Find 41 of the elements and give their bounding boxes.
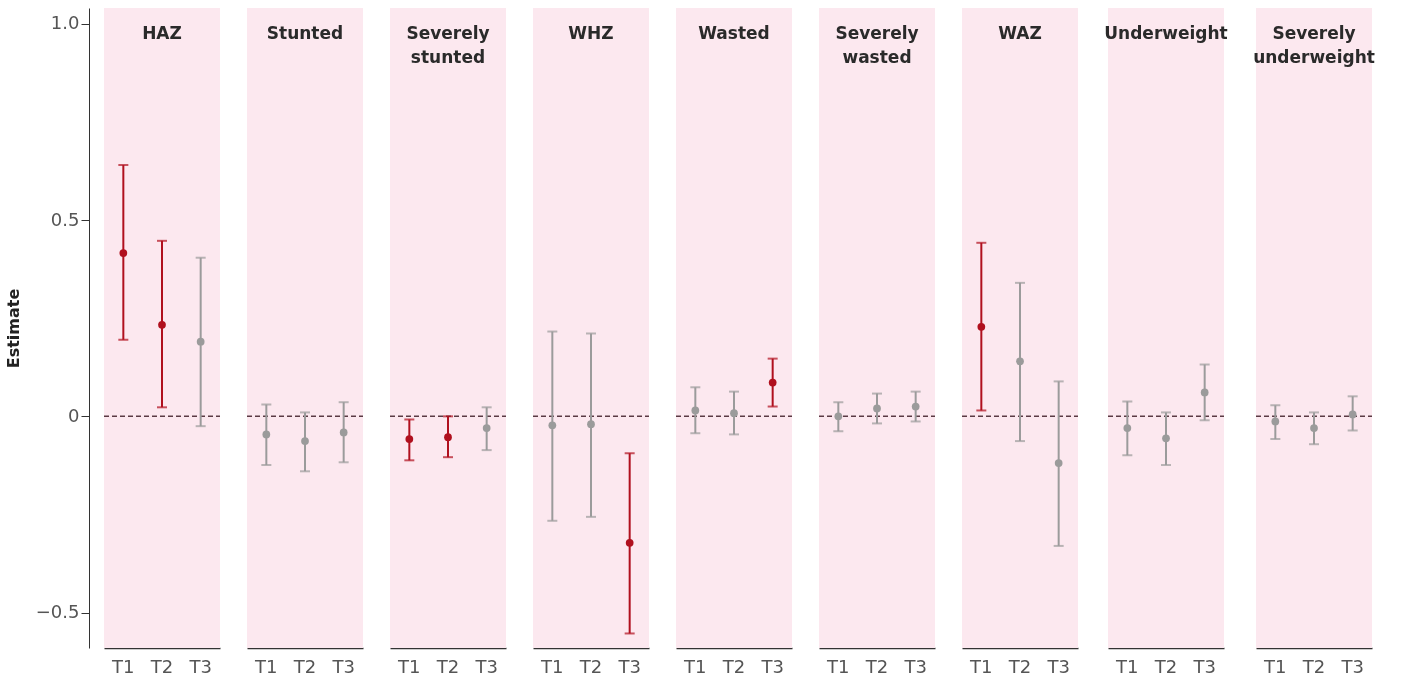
x-tick-label: T2	[721, 655, 746, 677]
text: Stunted	[266, 23, 344, 43]
x-tick-label: T1	[1115, 655, 1139, 677]
x-tick-label: T2	[578, 655, 603, 677]
x-tick-label: T2	[292, 655, 317, 677]
x-tick-label: T2	[1007, 655, 1032, 677]
text: HAZ	[142, 23, 182, 43]
x-tick-label: T1	[254, 655, 278, 677]
text: WHZ	[568, 23, 614, 43]
y-tick-label: −0.5	[35, 601, 80, 623]
x-tick-label: T3	[617, 655, 641, 677]
text: Underweight	[1104, 23, 1228, 43]
x-tick-label: T3	[1340, 655, 1364, 677]
text: Wasted	[698, 23, 770, 43]
y-tick-label: 1.0	[50, 12, 80, 34]
x-tick-label: T2	[864, 655, 889, 677]
x-tick-label: T2	[435, 655, 460, 677]
x-tick-label: T3	[474, 655, 498, 677]
y-axis-title: Estimate	[3, 288, 23, 369]
x-tick-label: T2	[1153, 655, 1178, 677]
x-tick-label: T3	[331, 655, 355, 677]
x-tick-label: T2	[149, 655, 174, 677]
y-tick-label: 0.5	[50, 208, 80, 230]
x-tick-label: T1	[1263, 655, 1287, 677]
x-tick-label: T1	[397, 655, 421, 677]
text: Severely underweight	[1253, 23, 1375, 67]
x-tick-label: T1	[969, 655, 993, 677]
x-tick-label: T1	[111, 655, 135, 677]
x-tick-label: T3	[188, 655, 212, 677]
x-tick-label: T1	[683, 655, 707, 677]
x-tick-label: T3	[1192, 655, 1216, 677]
text: Severely stunted	[406, 23, 490, 67]
x-tick-label: T3	[903, 655, 927, 677]
text: Severely wasted	[835, 23, 919, 67]
x-tick-label: T3	[760, 655, 784, 677]
x-tick-label: T2	[1301, 655, 1326, 677]
x-tick-label: T1	[540, 655, 564, 677]
x-tick-label: T3	[1046, 655, 1070, 677]
text: WAZ	[998, 23, 1042, 43]
y-tick-label: 0	[68, 404, 80, 426]
x-tick-label: T1	[826, 655, 850, 677]
